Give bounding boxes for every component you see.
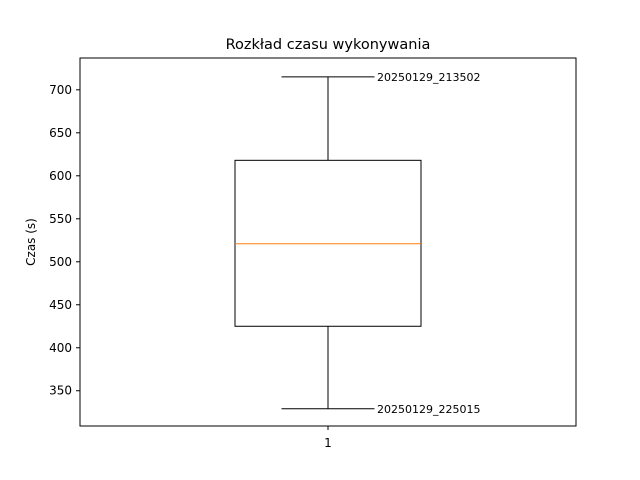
y-tick-label: 350	[49, 384, 72, 398]
y-tick-label: 500	[49, 255, 72, 269]
annotation-max: 20250129_213502	[377, 71, 480, 84]
annotation-min: 20250129_225015	[377, 403, 480, 416]
y-tick-label: 400	[49, 341, 72, 355]
x-tick-label: 1	[324, 436, 332, 450]
y-tick-label: 450	[49, 298, 72, 312]
y-tick-label: 600	[49, 169, 72, 183]
y-tick-label: 700	[49, 83, 72, 97]
plot-area: 350 400 450 500 550 600 650 700 1 20250129_213502…	[49, 71, 480, 450]
axes-frame	[79, 57, 577, 427]
y-tick-label: 550	[49, 212, 72, 226]
y-axis-label: Czas (s)	[24, 218, 38, 266]
chart-title: Rozkład czasu wykonywania	[226, 37, 431, 53]
y-tick-label: 650	[49, 126, 72, 140]
